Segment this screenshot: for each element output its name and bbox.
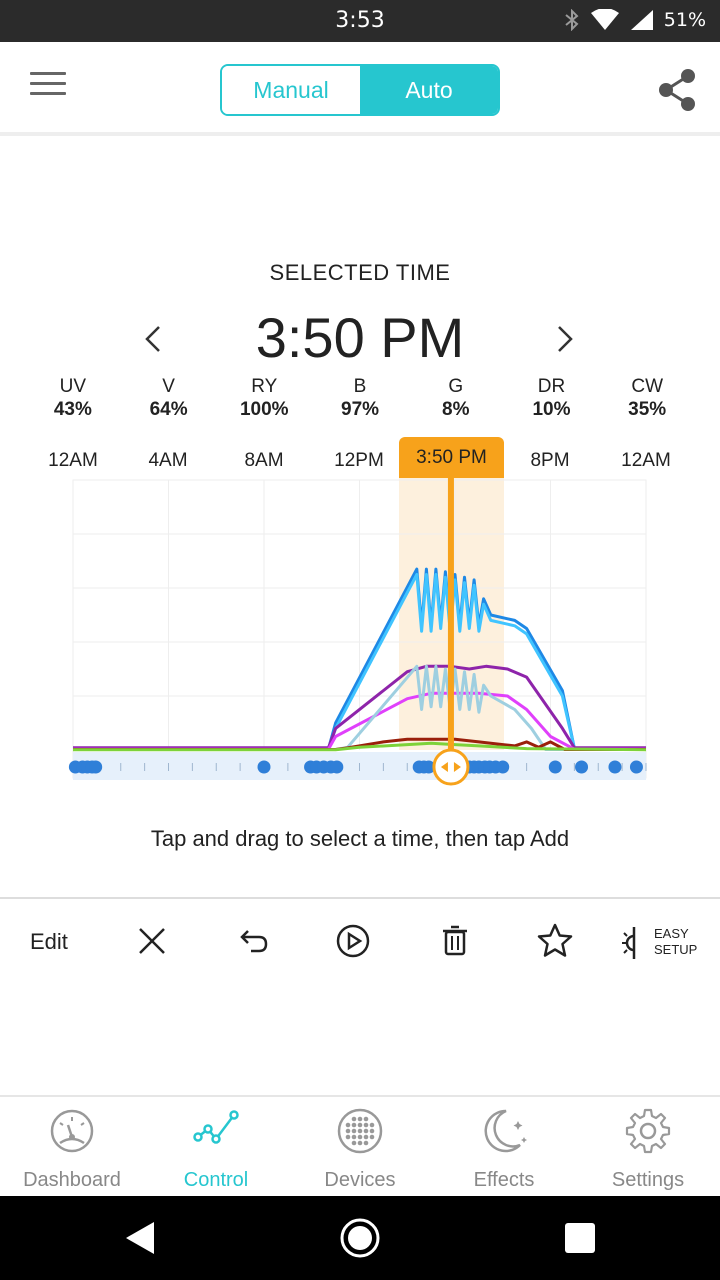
- nav-dashboard[interactable]: Dashboard: [0, 1097, 144, 1196]
- mode-toggle: Manual Auto: [220, 64, 500, 116]
- series-line-ry: [73, 573, 646, 751]
- channel-uv: UV 43%: [25, 376, 121, 421]
- app-bar: Manual Auto: [0, 42, 720, 136]
- delete-icon[interactable]: [435, 921, 475, 961]
- hour-label: 12PM: [334, 450, 384, 471]
- share-icon[interactable]: [654, 66, 700, 114]
- auto-mode-button[interactable]: Auto: [360, 66, 498, 114]
- schedule-point: [496, 760, 510, 774]
- channel-percent: 64%: [149, 399, 188, 420]
- schedule-point: [548, 760, 562, 774]
- schedule-point: [575, 760, 589, 774]
- schedule-point: [608, 760, 622, 774]
- channel-percent: 10%: [532, 399, 571, 420]
- status-icons: 51%: [564, 9, 706, 31]
- bottom-navigation: Dashboard Control Devices: [0, 1095, 720, 1196]
- channel-name: V: [162, 376, 175, 397]
- schedule-point: [330, 760, 344, 774]
- channel-g: G 8%: [408, 376, 504, 421]
- chevron-right-icon[interactable]: [545, 319, 585, 359]
- channel-percent: 35%: [628, 399, 667, 420]
- nav-settings[interactable]: Settings: [576, 1097, 720, 1196]
- series-line-g: [73, 741, 647, 752]
- hour-label: 4AM: [148, 450, 188, 471]
- edit-toolbar: Edit EASY SETUP: [0, 897, 720, 983]
- manual-mode-button[interactable]: Manual: [222, 66, 360, 114]
- selected-time-label: SELECTED TIME: [269, 260, 451, 285]
- hour-label: 8PM: [530, 450, 570, 471]
- battery-text: 51%: [663, 9, 706, 31]
- schedule-chart[interactable]: [0, 478, 720, 788]
- star-icon[interactable]: [535, 921, 575, 961]
- signal-icon: [630, 10, 653, 30]
- system-navigation-bar: [0, 1196, 720, 1280]
- nav-label: Effects: [473, 1169, 535, 1191]
- nav-control[interactable]: Control: [144, 1097, 288, 1196]
- schedule-point: [629, 760, 643, 774]
- instruction-text: Tap and drag to select a time, then tap …: [150, 826, 570, 851]
- bluetooth-icon: [565, 9, 579, 31]
- close-icon[interactable]: [132, 921, 172, 961]
- series-line-cw: [73, 664, 646, 751]
- drag-arrows-icon: [440, 762, 461, 772]
- nav-label: Devices: [324, 1169, 396, 1191]
- channel-name: DR: [537, 376, 566, 397]
- nav-label: Control: [183, 1169, 249, 1191]
- devices-dots-icon: [337, 1108, 383, 1154]
- nav-label: Settings: [611, 1169, 685, 1191]
- easy-setup-button[interactable]: EASY SETUP: [618, 923, 708, 963]
- settings-gear-icon: [625, 1108, 671, 1154]
- channel-name: RY: [251, 376, 278, 397]
- channel-name: B: [353, 376, 367, 397]
- schedule-point: [89, 760, 103, 774]
- channel-cw: CW 35%: [599, 376, 695, 421]
- selected-time-badge[interactable]: 3:50 PM: [399, 437, 504, 479]
- hour-label: 12AM: [621, 450, 671, 471]
- channel-name: G: [448, 376, 464, 397]
- hamburger-menu-icon[interactable]: [30, 72, 66, 102]
- chevron-left-icon[interactable]: [135, 319, 175, 359]
- schedule-point: [257, 760, 271, 774]
- channel-percent: 100%: [239, 399, 289, 420]
- series-line-v: [73, 664, 646, 750]
- channel-dr: DR 10%: [504, 376, 600, 421]
- selection-handle: [432, 748, 470, 786]
- hour-label: 8AM: [244, 450, 284, 471]
- channel-percent: 97%: [341, 399, 380, 420]
- channel-name: CW: [631, 376, 663, 397]
- control-graph-icon: [193, 1110, 239, 1144]
- channel-name: UV: [59, 376, 87, 397]
- channel-percent: 8%: [442, 399, 470, 420]
- easy-setup-label: EASY SETUP: [654, 926, 698, 957]
- nav-effects[interactable]: Effects: [432, 1097, 576, 1196]
- home-icon[interactable]: [338, 1216, 382, 1260]
- back-icon[interactable]: [118, 1216, 162, 1260]
- effects-moon-icon: [484, 1109, 527, 1153]
- status-bar: 3:53 51%: [0, 0, 720, 42]
- channel-ry: RY 100%: [216, 376, 312, 421]
- edit-button[interactable]: Edit: [30, 929, 68, 954]
- time-selector: 3:50 PM: [0, 305, 720, 375]
- wifi-icon: [590, 9, 619, 30]
- dashboard-gauge-icon: [50, 1109, 94, 1153]
- channel-b: B 97%: [312, 376, 408, 421]
- undo-icon[interactable]: [233, 921, 273, 961]
- channel-v: V 64%: [121, 376, 217, 421]
- hour-label: 12AM: [48, 450, 98, 471]
- status-time: 3:53: [335, 8, 385, 33]
- easy-setup-icon: [622, 927, 636, 959]
- nav-label: Dashboard: [23, 1169, 121, 1191]
- nav-devices[interactable]: Devices: [288, 1097, 432, 1196]
- channel-percent: 43%: [53, 399, 92, 420]
- selected-time-value: 3:50 PM: [255, 306, 465, 369]
- channel-readouts: UV 43% V 64% RY 100% B 97% G 8% DR 10% C…: [25, 376, 695, 421]
- schedule-point: [422, 760, 436, 774]
- recents-icon[interactable]: [558, 1216, 602, 1260]
- series-line-b: [73, 567, 646, 751]
- play-icon[interactable]: [333, 921, 373, 961]
